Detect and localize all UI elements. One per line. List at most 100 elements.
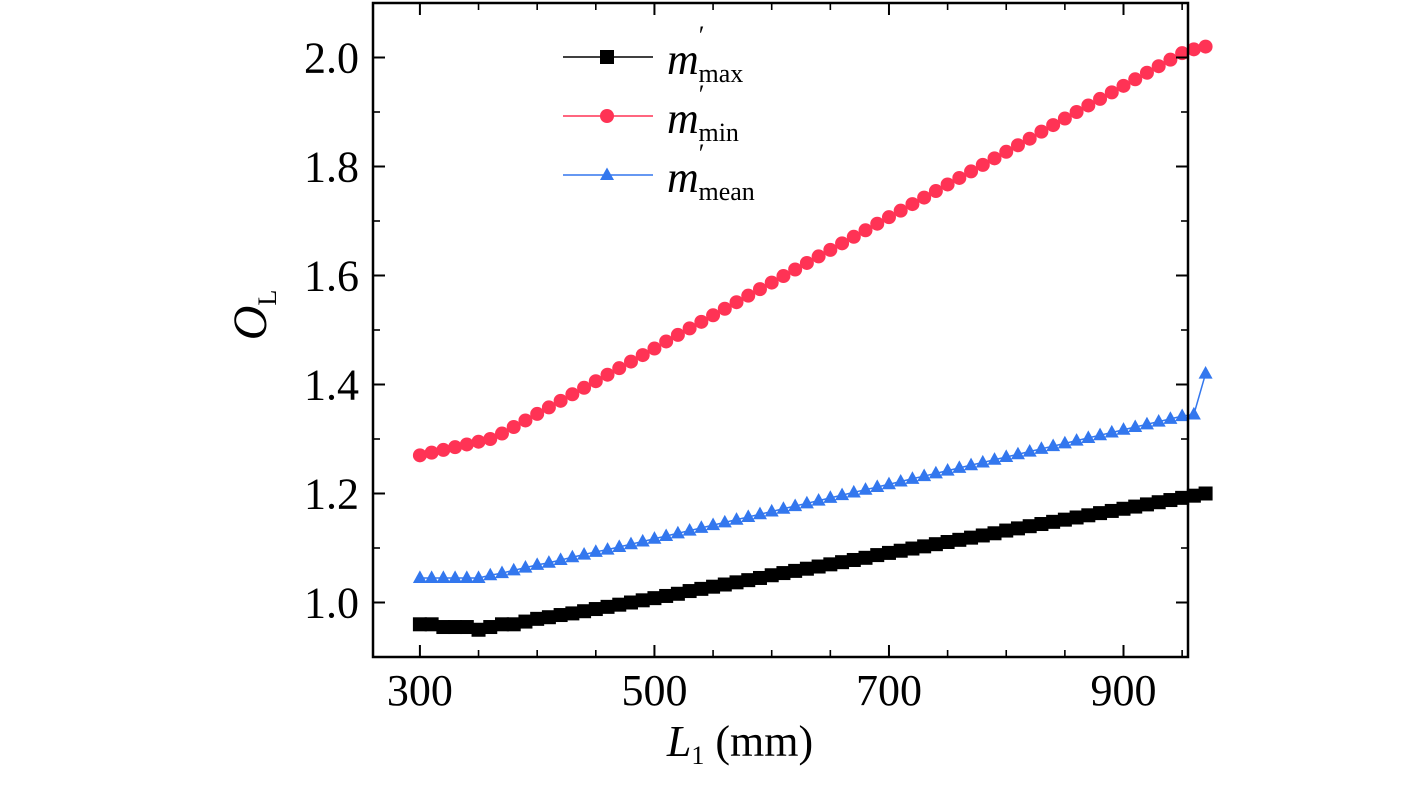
data-point (577, 604, 592, 619)
data-point (518, 413, 533, 428)
data-point (1046, 438, 1061, 452)
data-point (424, 617, 439, 632)
data-point (1093, 91, 1108, 106)
data-point (436, 442, 451, 457)
data-point (659, 334, 674, 349)
data-point (741, 509, 756, 522)
data-point (835, 555, 850, 570)
x-tick-label: 900 (1091, 666, 1157, 715)
data-point (1057, 111, 1072, 126)
data-point (541, 400, 556, 415)
data-point (987, 526, 1002, 541)
data-point (1104, 503, 1119, 518)
data-point (917, 190, 932, 205)
data-point (987, 151, 1002, 166)
data-point (1151, 495, 1166, 510)
data-point (952, 460, 967, 473)
data-point (600, 367, 615, 382)
data-point (436, 620, 451, 635)
data-point (623, 595, 638, 610)
data-point (858, 550, 873, 565)
data-point (811, 249, 826, 264)
data-point (448, 570, 463, 584)
y-tick-label: 1.4 (304, 361, 359, 410)
data-point (881, 210, 896, 225)
data-point (459, 437, 474, 452)
data-point (1198, 39, 1213, 54)
data-point (1198, 366, 1213, 379)
legend-label: m′ min (667, 80, 739, 147)
data-point (670, 586, 685, 601)
data-point (752, 282, 767, 297)
y-tick-label: 1.8 (304, 143, 359, 192)
legend-marker (600, 109, 614, 123)
data-point (858, 223, 873, 238)
data-point (459, 620, 474, 635)
tick-layer: 300 500 700 900 1.0 1.2 1.4 1.6 1.8 2.0 (304, 3, 1188, 715)
data-point (659, 528, 674, 542)
data-point (1093, 506, 1108, 521)
data-point (764, 568, 779, 583)
data-point (471, 434, 486, 449)
data-point (483, 620, 498, 635)
data-point (682, 523, 697, 536)
data-point (870, 216, 885, 231)
data-point (811, 559, 826, 574)
data-point (893, 203, 908, 218)
data-point (1034, 441, 1049, 454)
data-point (459, 570, 474, 584)
data-point (1104, 85, 1119, 100)
data-point (600, 599, 615, 614)
data-point (776, 566, 791, 581)
data-point (471, 622, 486, 637)
data-point (776, 269, 791, 284)
data-point (647, 531, 662, 544)
data-point (752, 506, 767, 520)
data-point (764, 503, 779, 517)
data-point (612, 597, 627, 612)
data-point (729, 575, 744, 590)
data-point (1069, 433, 1084, 446)
data-point (1081, 508, 1096, 523)
data-point (706, 579, 721, 594)
data-point (905, 471, 920, 484)
data-point (952, 170, 967, 185)
data-point (729, 512, 744, 525)
data-point (917, 539, 932, 554)
y-tick-label: 1.2 (304, 470, 359, 519)
data-point (1175, 408, 1190, 422)
data-point (412, 448, 427, 463)
data-point (823, 490, 838, 503)
data-point (987, 452, 1002, 465)
data-point (1010, 446, 1025, 460)
data-point (964, 530, 979, 545)
data-point (905, 541, 920, 556)
legend-label: m′ max (667, 21, 743, 88)
data-point (588, 374, 603, 389)
data-point (811, 493, 826, 506)
data-point (917, 468, 932, 482)
data-point (1151, 59, 1166, 74)
plot-frame (371, 1, 1190, 659)
data-point (1128, 499, 1143, 514)
data-point (835, 236, 850, 251)
data-point (424, 445, 439, 460)
data-point (494, 426, 509, 441)
data-point (1046, 514, 1061, 529)
data-point (1081, 98, 1096, 113)
data-point (717, 301, 732, 316)
data-point (694, 520, 709, 533)
data-point (553, 552, 568, 566)
data-point (823, 557, 838, 572)
data-point (412, 617, 427, 632)
data-point (975, 157, 990, 172)
data-point (1104, 424, 1119, 438)
data-point (1139, 65, 1154, 80)
data-point (1151, 414, 1166, 427)
data-point (788, 262, 803, 277)
data-point (1128, 419, 1143, 433)
x-tick-label: 300 (387, 666, 453, 715)
data-point (1186, 42, 1201, 57)
data-point (1186, 406, 1201, 420)
